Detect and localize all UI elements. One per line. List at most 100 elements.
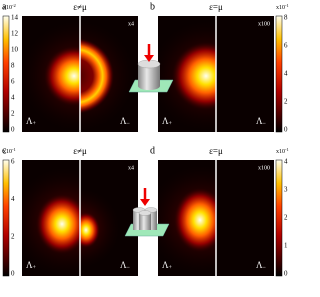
field-spot — [80, 212, 100, 248]
region-label: Λ− — [256, 260, 267, 271]
exp-power: -1 — [285, 3, 289, 8]
region-symbol: Λ — [26, 260, 33, 270]
colorbar-exponent: x10-1 — [276, 147, 289, 155]
exp-power: -1 — [12, 147, 16, 152]
colorbar — [275, 15, 283, 133]
colorbar-tick-label: 0 — [11, 270, 15, 278]
colorbar-tick-label: 2 — [284, 98, 288, 106]
colorbar-tick-label: 1 — [284, 242, 288, 250]
colorbar-tick-label: 12 — [11, 30, 19, 38]
scale-note: x100 — [258, 21, 270, 27]
colorbar-tick-label: 2 — [284, 214, 288, 222]
cylinder-body — [138, 64, 160, 86]
field-spot — [172, 42, 216, 110]
panel-letter: b — [150, 1, 155, 12]
region-symbol: Λ — [162, 260, 169, 270]
panel-letter: c — [2, 145, 7, 156]
region-label: Λ− — [120, 116, 131, 127]
heatmap-left — [22, 21, 80, 131]
exp-base: x10 — [3, 5, 12, 11]
scale-note: x4 — [128, 165, 134, 171]
field-ring — [80, 38, 114, 114]
scale-note: x100 — [258, 165, 270, 171]
panel-title: ε≠μ — [73, 2, 87, 12]
heatmap-right — [80, 188, 120, 268]
panel-letter: d — [150, 145, 155, 156]
colorbar-tick-label: 4 — [11, 94, 15, 102]
lobe-top — [138, 210, 152, 216]
page: a ε≠μ x4 Λ+ Λ− x10-2 0 2 4 6 8 10 12 14 b ε=μ x100 Λ+ Λ− x1… — [2, 1, 289, 278]
heatmap-right — [80, 21, 135, 131]
heatmap-left — [158, 165, 216, 275]
field-spot — [44, 46, 80, 106]
region-sub: − — [127, 121, 131, 127]
panel-title: ε≠μ — [73, 146, 87, 156]
region-symbol: Λ — [26, 116, 33, 126]
panel-letter: a — [2, 1, 7, 12]
region-label: Λ− — [256, 116, 267, 127]
colorbar-tick-label: 8 — [11, 62, 15, 70]
region-sub: + — [169, 121, 173, 127]
panel-title: ε=μ — [209, 2, 223, 12]
colorbar — [2, 15, 10, 133]
colorbar-tick-label: 6 — [11, 78, 15, 86]
colorbar-exponent: x10-2 — [3, 3, 16, 11]
colorbar-exponent: x10-1 — [276, 3, 289, 11]
region-sub: + — [33, 121, 37, 127]
colorbar-tick-label: 0 — [284, 126, 288, 134]
region-symbol: Λ — [256, 260, 263, 270]
region-label: Λ+ — [162, 116, 173, 127]
colorbar-tick-label: 10 — [11, 46, 19, 54]
colorbar-exponent: x10-1 — [3, 147, 16, 155]
region-sub: + — [33, 265, 37, 271]
region-sub: − — [263, 265, 267, 271]
cylinder-bottom — [138, 82, 160, 90]
inset-illustration — [124, 188, 170, 237]
colorbar-tick-label: 2 — [11, 232, 15, 240]
region-symbol: Λ — [120, 260, 127, 270]
region-sub: + — [169, 265, 173, 271]
region-label: Λ+ — [26, 260, 37, 271]
colorbar-tick-label: 0 — [11, 126, 15, 134]
exp-base: x10 — [3, 149, 12, 155]
colorbar-tick-label: 6 — [284, 42, 288, 50]
region-label: Λ+ — [26, 116, 37, 127]
heatmap-left — [158, 21, 216, 131]
heatmap-left — [22, 167, 80, 276]
colorbar-tick-label: 8 — [284, 14, 288, 22]
region-symbol: Λ — [162, 116, 169, 126]
colorbar-tick-label: 6 — [11, 158, 15, 166]
region-symbol: Λ — [120, 116, 127, 126]
colorbar-tick-label: 3 — [284, 186, 288, 194]
colorbar — [275, 159, 283, 277]
region-label: Λ− — [120, 260, 131, 271]
scale-note: x4 — [128, 21, 134, 27]
field-spot — [174, 188, 216, 252]
region-symbol: Λ — [256, 116, 263, 126]
field-spot — [36, 194, 80, 254]
exp-base: x10 — [276, 5, 285, 11]
exp-base: x10 — [276, 149, 285, 155]
glow — [80, 188, 120, 268]
region-label: Λ+ — [162, 260, 173, 271]
region-sub: − — [263, 121, 267, 127]
colorbar-tick-label: 14 — [11, 14, 19, 22]
inset-illustration — [128, 44, 174, 93]
colorbar-tick-label: 0 — [284, 270, 288, 278]
panel-title: ε=μ — [209, 146, 223, 156]
arrow-head — [140, 199, 150, 206]
exp-power: -1 — [285, 147, 289, 152]
colorbar-tick-label: 4 — [284, 158, 288, 166]
colorbar-tick-label: 4 — [11, 195, 15, 203]
exp-power: -2 — [12, 3, 16, 8]
colorbar-tick-label: 4 — [284, 70, 288, 78]
region-sub: − — [127, 265, 131, 271]
colorbar-tick-label: 2 — [11, 110, 15, 118]
lobe-body — [139, 213, 151, 230]
arrow-head — [144, 55, 154, 62]
